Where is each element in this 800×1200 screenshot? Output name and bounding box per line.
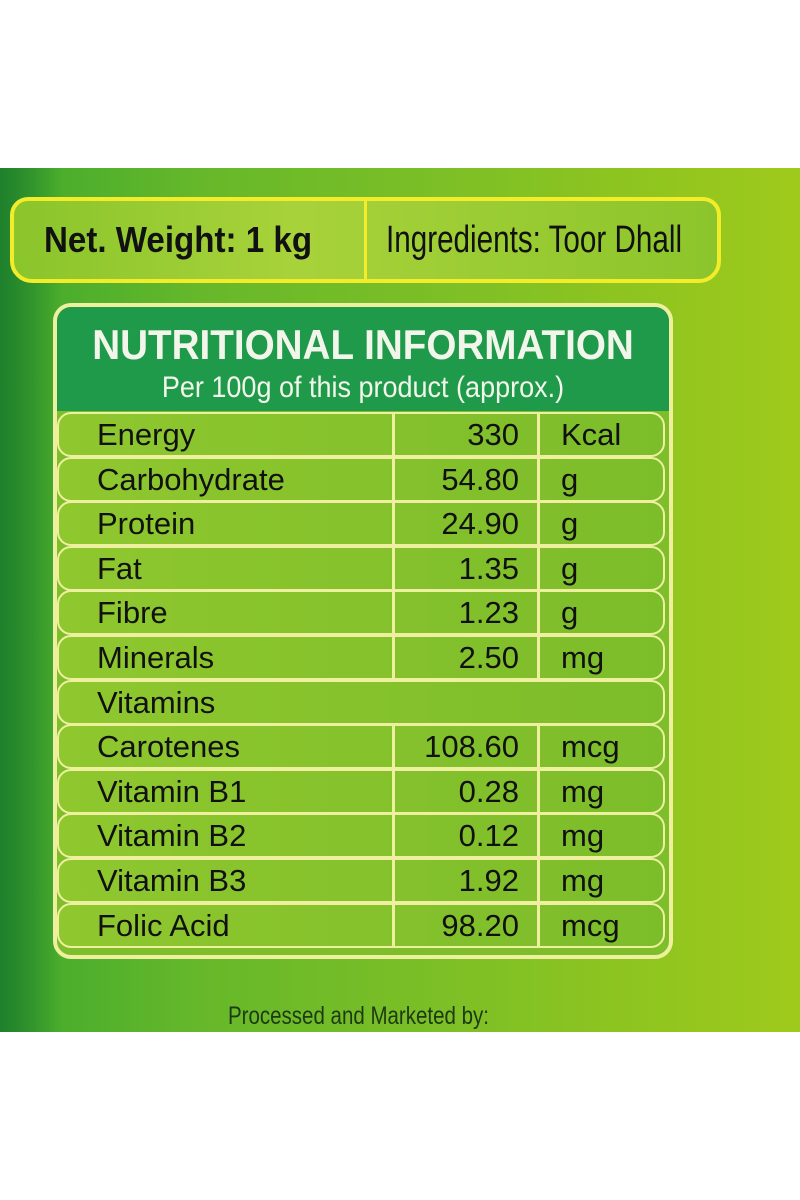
- nutrient-unit: g: [561, 595, 579, 631]
- net-weight: Net. Weight: 1 kg: [44, 219, 313, 260]
- table-row: Energy 330 Kcal: [57, 412, 665, 457]
- column-divider: [392, 860, 395, 901]
- table-row: Protein 24.90 g: [57, 501, 665, 547]
- column-divider: [392, 637, 395, 678]
- nutrient-unit: mg: [561, 640, 605, 675]
- nutrient-name: Vitamin B1: [97, 773, 247, 809]
- table-row: Carotenes 108.60 mcg: [57, 724, 665, 770]
- nutrient-unit: Kcal: [561, 417, 622, 452]
- table-row: Carbohydrate 54.80 g: [57, 456, 665, 502]
- divider: [364, 201, 367, 279]
- nutrient-name: Carbohydrate: [97, 461, 285, 497]
- nutrient-name: Folic Acid: [97, 907, 230, 943]
- column-divider: [392, 547, 395, 589]
- table-row: Folic Acid 98.20 mcg: [57, 902, 665, 948]
- nutrient-value: 1.35: [458, 550, 519, 586]
- table-row: Vitamin B1 0.28 mg: [57, 768, 665, 814]
- nutrient-value: 98.20: [441, 907, 519, 943]
- nutrient-unit: g: [561, 550, 579, 586]
- nutrient-value: 108.60: [424, 729, 519, 765]
- nutrition-title: NUTRITIONAL INFORMATION: [92, 321, 634, 368]
- nutrient-unit: mcg: [561, 907, 620, 943]
- column-divider: [392, 904, 395, 946]
- table-row: Fat 1.35 g: [57, 545, 665, 591]
- column-divider: [392, 770, 395, 812]
- nutrient-value: 1.23: [458, 595, 519, 631]
- nutrient-name: Minerals: [97, 640, 215, 675]
- table-row: Minerals 2.50 mg: [57, 635, 665, 680]
- column-divider: [537, 414, 540, 455]
- nutrient-value: 1.92: [458, 863, 519, 898]
- nutrient-name: Vitamins: [97, 684, 216, 720]
- column-divider: [537, 592, 540, 634]
- nutrient-value: 330: [467, 417, 519, 452]
- nutrient-name: Energy: [97, 417, 196, 452]
- column-divider: [537, 458, 540, 500]
- column-divider: [537, 503, 540, 545]
- column-divider: [537, 726, 540, 768]
- ingredients: Ingredients: Toor Dhall: [386, 219, 683, 261]
- nutrient-value: 0.28: [458, 773, 519, 809]
- nutrient-unit: mg: [561, 818, 605, 854]
- column-divider: [392, 815, 395, 857]
- table-row: Vitamin B3 1.92 mg: [57, 858, 665, 903]
- nutrient-value: 54.80: [441, 461, 519, 497]
- nutrition-header: NUTRITIONAL INFORMATION Per 100g of this…: [57, 307, 669, 411]
- nutrient-name: Carotenes: [97, 729, 241, 765]
- nutrition-table: NUTRITIONAL INFORMATION Per 100g of this…: [53, 303, 673, 959]
- column-divider: [392, 414, 395, 455]
- nutrient-unit: mcg: [561, 729, 620, 765]
- nutrient-unit: mg: [561, 863, 605, 898]
- nutrient-value: 0.12: [458, 818, 519, 854]
- nutrient-name: Protein: [97, 506, 196, 542]
- product-info-box: Net. Weight: 1 kg Ingredients: Toor Dhal…: [10, 197, 721, 283]
- column-divider: [537, 860, 540, 901]
- nutrient-unit: g: [561, 506, 579, 542]
- column-divider: [537, 770, 540, 812]
- column-divider: [392, 592, 395, 634]
- nutrient-name: Fibre: [97, 595, 168, 631]
- nutrient-value: 2.50: [458, 640, 519, 675]
- nutrient-name: Fat: [97, 550, 142, 586]
- column-divider: [537, 547, 540, 589]
- column-divider: [392, 458, 395, 500]
- nutrient-unit: g: [561, 461, 579, 497]
- nutrient-unit: mg: [561, 773, 605, 809]
- column-divider: [537, 815, 540, 857]
- column-divider: [537, 637, 540, 678]
- table-row: Vitamin B2 0.12 mg: [57, 813, 665, 859]
- nutrition-subtitle: Per 100g of this product (approx.): [161, 371, 565, 404]
- nutrient-value: 24.90: [441, 506, 519, 542]
- column-divider: [392, 726, 395, 768]
- table-row: Vitamins: [57, 679, 665, 725]
- footer-text: Processed and Marketed by:: [228, 1002, 489, 1030]
- nutrient-name: Vitamin B3: [97, 863, 247, 898]
- column-divider: [537, 904, 540, 946]
- nutrient-name: Vitamin B2: [97, 818, 247, 854]
- column-divider: [392, 503, 395, 545]
- table-row: Fibre 1.23 g: [57, 590, 665, 636]
